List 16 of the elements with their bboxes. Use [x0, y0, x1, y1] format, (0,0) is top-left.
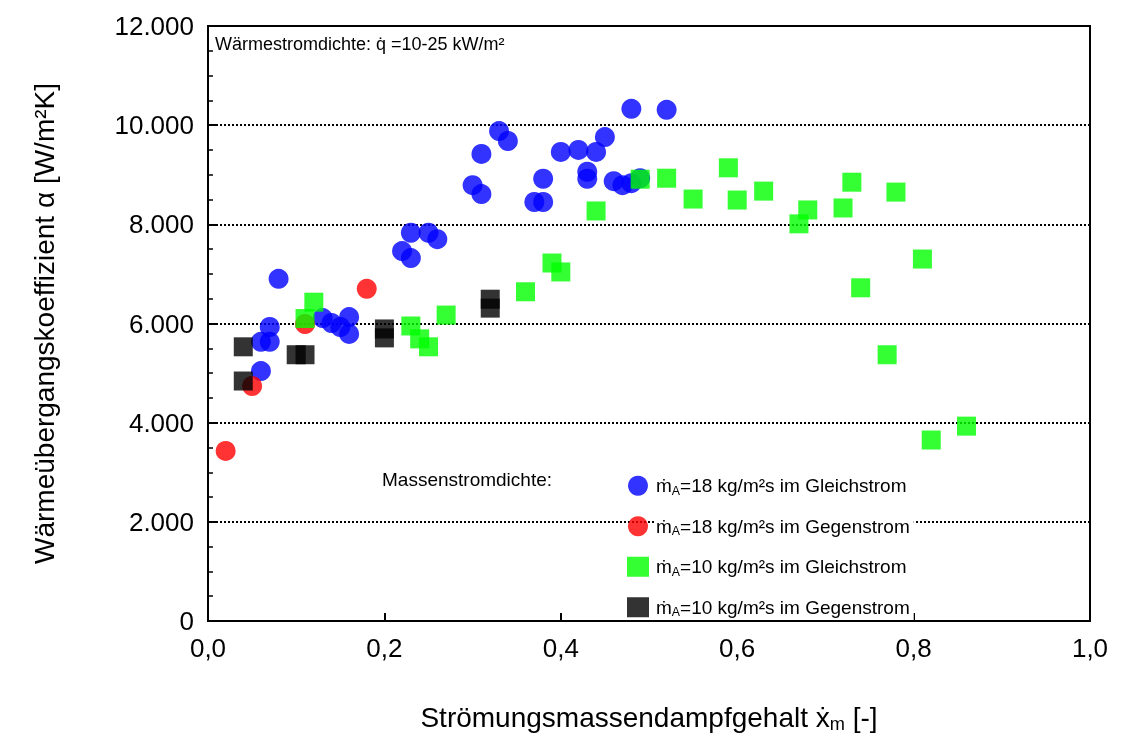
x-tick-label: 0,4 — [542, 633, 579, 663]
legend-title: Massenstromdichte: — [382, 469, 553, 490]
y-tick-label: 6.000 — [128, 308, 194, 339]
y-tick-label: 10.000 — [114, 110, 194, 141]
annotation: Wärmestromdichte: q̇ =10-25 kW/m² — [215, 34, 505, 54]
y-tick-label: 4.000 — [128, 407, 194, 438]
x-tick-label: 0,8 — [895, 633, 932, 663]
y-tick-label: 8.000 — [128, 209, 194, 240]
y-tick-label: 2.000 — [128, 506, 194, 537]
y-tick-label: 12.000 — [114, 11, 194, 41]
y-axis-title: Wärmeübergangskoeffizient α [W/m²K] — [28, 83, 60, 564]
x-tick-label: 0,2 — [366, 633, 403, 663]
x-tick-label: 1,0 — [1071, 633, 1109, 663]
x-tick-label: 0,6 — [719, 633, 756, 663]
x-tick-label: 0,0 — [189, 633, 227, 663]
y-tick-label: 0 — [179, 606, 194, 636]
